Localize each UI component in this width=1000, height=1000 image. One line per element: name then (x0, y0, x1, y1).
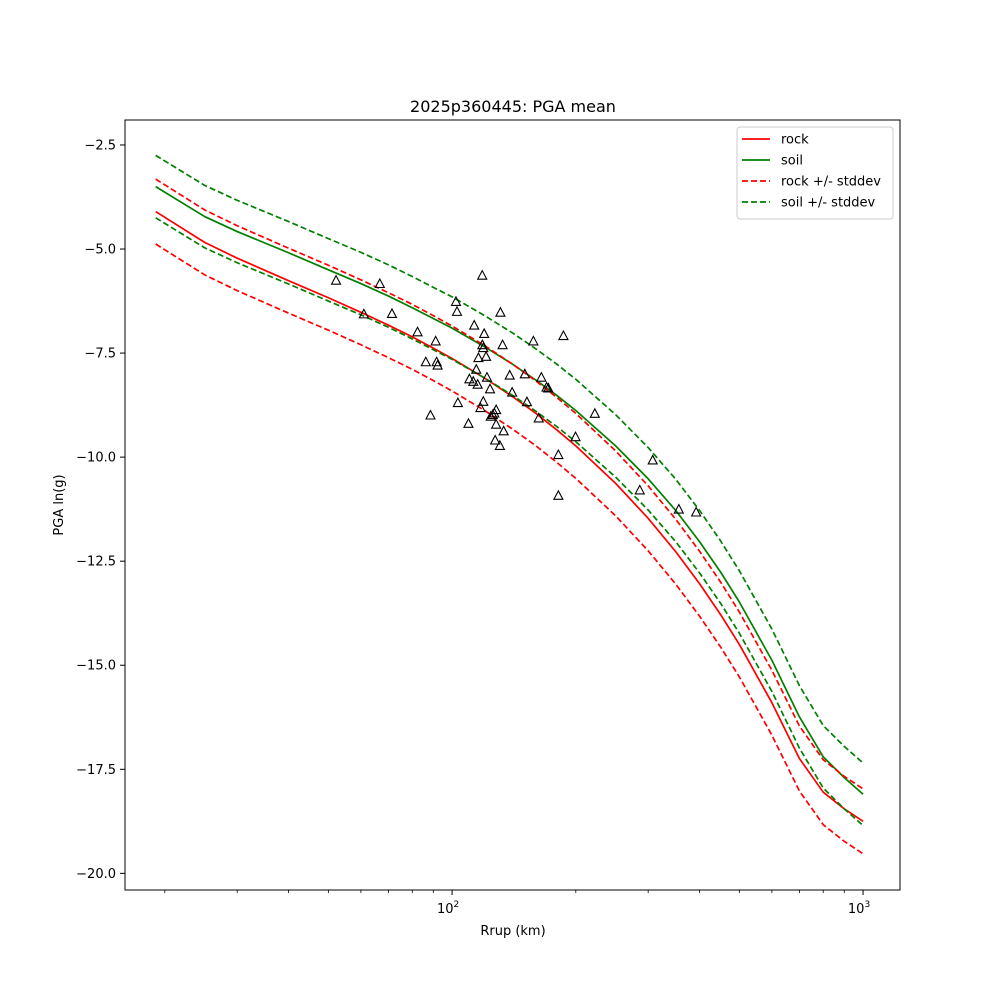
observation-marker (476, 338, 488, 350)
observation-marker (431, 356, 443, 367)
x-tick-label: 102 (437, 900, 459, 917)
observation-marker (519, 368, 531, 379)
observation-marker (412, 326, 423, 337)
observation-marker (484, 383, 496, 394)
observation-marker (330, 274, 342, 285)
y-tick-label: −10.0 (76, 451, 116, 466)
legend-label: rock +/- stddev (781, 175, 881, 190)
observation-marker (521, 396, 533, 407)
legend-label: soil +/- stddev (781, 196, 876, 211)
y-tick-label: −15.0 (76, 659, 116, 674)
series-line-3 (155, 243, 864, 855)
legend: rock soil rock +/- stddev soil +/- stddev (736, 126, 894, 220)
observation-marker (477, 341, 489, 353)
observation-marker (451, 305, 463, 316)
x-tick-label: 103 (848, 900, 870, 917)
observation-marker (464, 373, 475, 384)
observation-marker (430, 335, 442, 346)
chart-title: 2025p360445: PGA mean (410, 97, 616, 116)
observation-marker (494, 439, 506, 450)
observation-marker (463, 417, 474, 428)
observation-marker (634, 484, 646, 495)
y-tick-label: −2.5 (84, 138, 116, 153)
observation-marker (420, 356, 432, 367)
observation-marker (570, 430, 581, 442)
y-axis: −2.5 −5.0 −7.5 −10.0 −12.5 −15.0 −17.5 −20.0 (76, 138, 125, 882)
observation-marker (425, 409, 436, 420)
observation-marker (472, 378, 484, 389)
observation-marker (485, 410, 497, 421)
observation-marker (647, 454, 659, 465)
observation-marker (450, 295, 462, 306)
observation-marker (476, 269, 488, 280)
observation-marker (481, 371, 493, 382)
observation-marker (552, 489, 564, 500)
series-line-5 (155, 217, 864, 827)
axes-frame (124, 119, 901, 891)
legend-label: rock (781, 133, 809, 148)
y-tick-label: −7.5 (84, 347, 116, 362)
observation-marker (542, 382, 554, 393)
observation-marker (490, 403, 502, 415)
y-tick-label: −5.0 (84, 243, 116, 258)
observation-marker (558, 329, 569, 341)
series-line-0 (155, 210, 864, 823)
y-tick-label: −20.0 (76, 867, 116, 882)
series-line-2 (155, 178, 864, 790)
observation-marker (432, 359, 444, 370)
x-axis: 102 103 (164, 890, 870, 917)
observation-marker (527, 335, 539, 346)
series-line-4 (155, 154, 864, 764)
observation-marker (589, 407, 601, 418)
observation-marker (504, 369, 516, 380)
observation-marker (452, 396, 464, 408)
observation-marker (535, 371, 547, 382)
observation-marker (494, 306, 506, 317)
y-axis-label: PGA ln(g) (52, 474, 67, 535)
observation-marker (468, 319, 480, 330)
observation-marker (497, 338, 508, 350)
observation-marker (386, 307, 398, 319)
observation-marker (690, 506, 702, 517)
observation-marker (541, 381, 552, 392)
y-tick-label: −17.5 (76, 763, 116, 778)
observation-marker (474, 401, 486, 413)
observation-marker (480, 350, 492, 361)
observation-marker (506, 386, 518, 397)
plot-area (155, 154, 864, 855)
observation-marker (358, 308, 370, 319)
observation-marker (533, 412, 545, 423)
observation-marker (478, 327, 490, 338)
observation-marker (374, 277, 386, 289)
observation-marker (489, 434, 501, 445)
legend-box (736, 126, 894, 220)
observation-marker (498, 425, 510, 436)
observation-marker (473, 351, 484, 363)
legend-label: soil (781, 154, 803, 169)
observation-marker (490, 418, 502, 429)
x-axis-label: Rrup (km) (480, 924, 545, 939)
observation-marker (477, 395, 489, 406)
observation-marker (552, 448, 564, 460)
observation-marker (487, 408, 499, 420)
observation-marker (467, 375, 479, 386)
observation-marker (470, 363, 482, 374)
observation-marker (673, 503, 685, 514)
y-tick-label: −12.5 (76, 555, 116, 570)
